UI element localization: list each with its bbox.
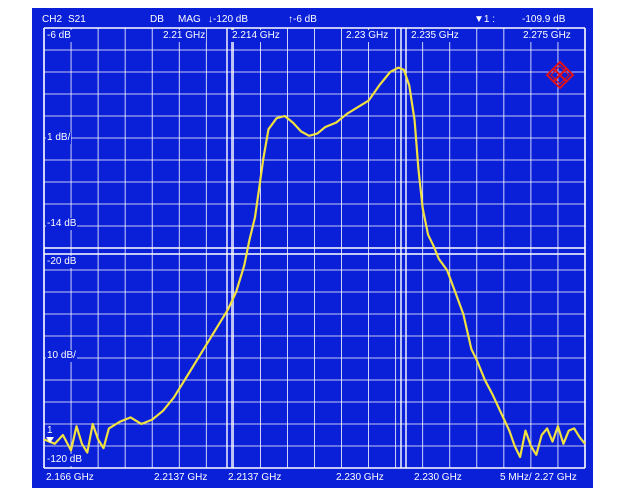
- top-scale-label: -6 dB: [46, 30, 72, 42]
- top-freq-4: 2.235 GHz: [410, 30, 460, 42]
- bottom-freq-3: 2.2137 GHz: [228, 472, 282, 483]
- mode-label: MAG: [178, 14, 201, 25]
- bottom-scale-label: -120 dB: [46, 454, 84, 466]
- top-reference: ↑-6 dB: [288, 14, 317, 25]
- parameter-label: S21: [68, 14, 86, 25]
- marker-label: ▼1 :: [474, 14, 496, 25]
- major-grid: [43, 27, 586, 469]
- trace-plot[interactable]: [32, 8, 593, 488]
- rohde-schwarz-logo-icon: [545, 60, 575, 90]
- scale-div-2: 10 dB/: [46, 350, 77, 362]
- bottom-freq-2: 2.2137 GHz: [154, 472, 208, 483]
- analyzer-screen: CH2 S21 DB MAG ↓-120 dB ↑-6 dB ▼1 : -109…: [32, 8, 593, 488]
- bottom-freq-1: 2.166 GHz: [46, 472, 94, 483]
- s21-trace-line: [43, 66, 586, 459]
- top-freq-1: 2.21 GHz: [162, 30, 207, 42]
- bottom-freq-6: 5 MHz/ 2.27 GHz: [500, 472, 577, 483]
- bottom-freq-4: 2.230 GHz: [336, 472, 384, 483]
- marker-number: 1: [47, 425, 53, 436]
- marker-triangle-icon: [46, 437, 54, 443]
- reference-level-1: -14 dB: [46, 218, 78, 230]
- marker-readout: -109.9 dB: [522, 14, 566, 25]
- bottom-freq-5: 2.230 GHz: [414, 472, 462, 483]
- top-freq-2: 2.214 GHz: [231, 30, 281, 42]
- top-freq-3: 2.23 GHz: [345, 30, 390, 42]
- format-label: DB: [150, 14, 164, 25]
- scale-div-1: 1 dB/: [46, 132, 72, 144]
- reference-level-2: -20 dB: [46, 256, 78, 268]
- channel-label: CH2: [42, 14, 63, 25]
- top-freq-5: 2.275 GHz: [522, 30, 572, 42]
- bottom-reference: ↓-120 dB: [208, 14, 249, 25]
